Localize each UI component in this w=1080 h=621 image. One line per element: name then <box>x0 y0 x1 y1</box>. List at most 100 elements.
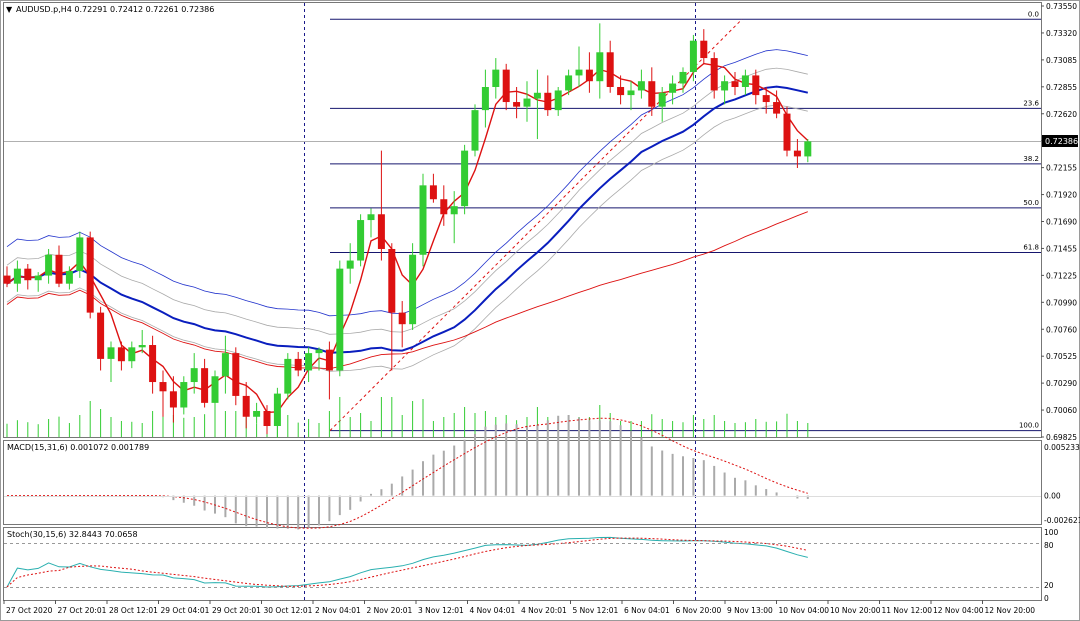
candle-bear <box>648 81 656 107</box>
candle-bull <box>13 268 21 284</box>
price-tick-label: 0.70290 <box>1046 379 1077 388</box>
macd-histogram <box>7 414 809 530</box>
price-tick-label: 0.73085 <box>1046 56 1077 65</box>
candle-bull <box>336 268 344 371</box>
candle-bear <box>242 395 250 417</box>
time-tick-label: 4 Nov 04:01 <box>470 606 516 615</box>
candle-bull <box>138 345 146 348</box>
price-tick-label: 0.72155 <box>1046 164 1077 173</box>
candle-bull <box>253 410 261 417</box>
candle-bull <box>450 206 458 215</box>
time-tick-label: 27 Oct 20:01 <box>58 606 107 615</box>
macd-signal-line <box>7 417 808 529</box>
stochastic-lines <box>6 536 808 588</box>
candle-bull <box>211 376 219 403</box>
stoch-axis: 100 80 20 0 <box>1044 528 1059 603</box>
candle-bull <box>190 368 198 383</box>
fib-level-label: 0.0 <box>1028 10 1039 18</box>
candle-bull <box>689 40 697 72</box>
time-tick-label: 6 Nov 20:00 <box>676 606 722 615</box>
candle-bull <box>565 75 573 91</box>
candle-bear <box>388 248 396 313</box>
price-tick-label: 0.71690 <box>1046 218 1077 227</box>
stoch-label: Stoch(30,15,6) 32.8443 70.0658 <box>7 530 138 539</box>
time-tick-label: 6 Nov 04:01 <box>624 606 670 615</box>
price-tick-label: 0.72620 <box>1046 110 1077 119</box>
candle-bull <box>554 90 562 111</box>
candle-bear <box>710 58 718 91</box>
candle-bear <box>440 199 448 215</box>
candle-bull <box>76 237 84 271</box>
fib-level-label: 38.2 <box>1023 155 1039 163</box>
price-tick-label: 0.70990 <box>1046 298 1077 307</box>
candle-bull <box>284 358 292 394</box>
candle-bull <box>65 270 73 284</box>
stoch-main-line <box>6 536 808 588</box>
macd-axis: 0.005233 0.00 -0.002621 <box>1044 443 1080 525</box>
candle-bull <box>627 90 635 96</box>
candle-bear <box>606 52 614 87</box>
candle-bull <box>409 254 417 325</box>
stoch-axis-label: 80 <box>1044 541 1054 550</box>
candle-bull <box>315 349 323 354</box>
candle-bear <box>55 254 63 284</box>
candle-bear <box>513 102 521 107</box>
price-tick-label: 0.73550 <box>1046 2 1077 11</box>
time-tick-label: 12 Nov 04:00 <box>933 606 984 615</box>
ma-blue <box>6 85 809 354</box>
price-tick-label: 0.72855 <box>1046 83 1077 92</box>
macd-axis-label: 0.005233 <box>1044 443 1080 452</box>
time-tick-label: 2 Nov 20:01 <box>367 606 413 615</box>
time-tick-label: 27 Oct 2020 <box>6 606 53 615</box>
stoch-axis-label: 100 <box>1044 528 1059 537</box>
candle-bull <box>679 71 687 84</box>
candle-bear <box>793 150 801 157</box>
macd-axis-label: -0.002621 <box>1044 516 1080 525</box>
current-price-value: 0.72386 <box>1045 137 1078 146</box>
price-tick-label: 0.69825 <box>1046 433 1077 442</box>
collapse-arrow-icon[interactable]: ▼ <box>6 5 13 14</box>
candle-bull <box>804 141 812 157</box>
candle-bull <box>658 92 666 107</box>
candle-bull <box>461 150 469 207</box>
candle-bear <box>97 312 105 359</box>
candle-bull <box>357 220 365 261</box>
candle-bear <box>762 95 770 103</box>
candle-bull <box>741 75 749 87</box>
candle-bear <box>700 40 708 59</box>
candle-bull <box>45 254 53 276</box>
candle-bull <box>637 81 645 91</box>
price-tick-label: 0.70525 <box>1046 352 1077 361</box>
candle-bear <box>731 81 739 87</box>
candle-bear <box>398 312 406 325</box>
price-tick-label: 0.71455 <box>1046 244 1077 253</box>
stoch-signal-line <box>6 537 808 588</box>
band-upper-inner <box>6 67 808 335</box>
main-panel-frame <box>3 2 1042 438</box>
candle-bear <box>429 185 437 200</box>
candle-bull <box>221 353 229 377</box>
candle-bear <box>24 268 32 281</box>
candle-bear <box>377 214 385 249</box>
time-tick-label: 12 Nov 20:00 <box>985 606 1036 615</box>
macd-panel-frame <box>3 440 1042 525</box>
candle-bear <box>752 75 760 96</box>
stoch-panel-frame <box>3 527 1042 601</box>
candle-bear <box>201 368 209 403</box>
time-tick-label: 28 Oct 12:01 <box>109 606 158 615</box>
time-tick-label: 5 Nov 12:01 <box>573 606 619 615</box>
candle-bull <box>471 110 479 151</box>
candle-bull <box>346 260 354 269</box>
macd-axis-label: 0.00 <box>1044 492 1061 501</box>
fib-level-label: 23.6 <box>1023 99 1039 107</box>
time-tick-label: 29 Oct 20:01 <box>212 606 261 615</box>
candle-bear <box>169 391 177 408</box>
candle-bull <box>523 98 531 107</box>
candle-bear <box>117 347 125 362</box>
candle-bull <box>721 81 729 91</box>
time-tick-label: 10 Nov 20:00 <box>830 606 881 615</box>
time-tick-label: 9 Nov 13:00 <box>727 606 773 615</box>
candle-bull <box>575 69 583 76</box>
candle-bear <box>325 349 333 371</box>
